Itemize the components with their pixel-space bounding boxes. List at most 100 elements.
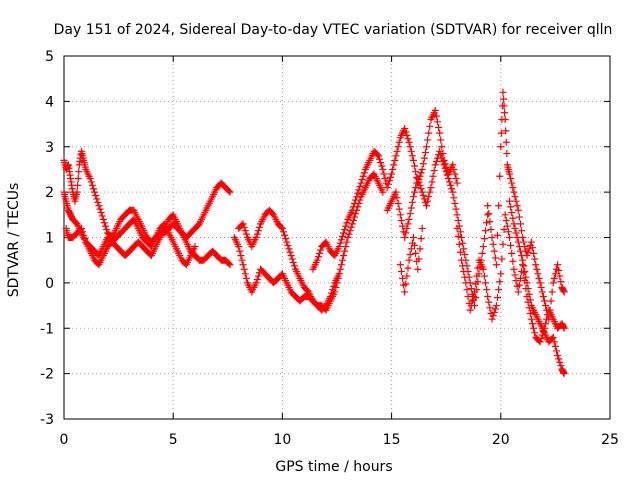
data-point <box>491 254 499 262</box>
series-track-i <box>453 211 568 346</box>
data-point <box>527 315 535 323</box>
data-point <box>449 161 457 169</box>
data-point <box>283 238 291 246</box>
x-tick-label: 10 <box>273 432 291 448</box>
data-point <box>554 351 562 359</box>
data-point <box>391 156 399 164</box>
data-point <box>560 324 568 332</box>
data-point <box>496 172 504 180</box>
data-point <box>421 148 429 156</box>
data-point <box>554 261 562 269</box>
series-track-h <box>396 224 426 296</box>
data-point <box>424 197 432 205</box>
data-point <box>485 298 493 306</box>
data-point <box>510 188 518 196</box>
data-point <box>242 274 250 282</box>
series-track-k <box>506 197 568 378</box>
data-point <box>404 135 412 143</box>
data-point <box>191 243 199 251</box>
data-point <box>506 170 514 178</box>
data-point <box>502 138 510 146</box>
data-point <box>520 269 528 277</box>
data-point <box>98 212 106 220</box>
data-point <box>431 106 439 114</box>
data-point <box>518 227 526 235</box>
data-point <box>548 288 556 296</box>
data-point <box>282 235 290 243</box>
data-point <box>408 198 416 206</box>
data-point <box>424 136 432 144</box>
data-point <box>432 112 440 120</box>
data-point <box>507 175 515 183</box>
data-point <box>418 224 426 232</box>
data-point <box>405 215 413 223</box>
y-tick-label: 2 <box>45 185 54 201</box>
data-point <box>501 211 509 219</box>
data-point <box>441 164 449 172</box>
data-point <box>395 138 403 146</box>
data-point <box>335 243 343 251</box>
data-point <box>414 265 422 273</box>
data-point <box>419 192 427 200</box>
data-point <box>472 280 480 288</box>
data-point <box>343 219 351 227</box>
data-point <box>81 235 89 243</box>
data-point <box>450 165 458 173</box>
data-point <box>512 197 520 205</box>
data-point <box>509 184 517 192</box>
data-point <box>239 220 247 228</box>
y-tick-label: 3 <box>45 140 54 156</box>
data-point <box>485 210 493 218</box>
data-point <box>254 272 262 280</box>
data-point <box>550 274 558 282</box>
data-point <box>453 224 461 232</box>
data-point <box>409 156 417 164</box>
y-tick-label: 5 <box>45 49 54 65</box>
data-point <box>431 161 439 169</box>
data-point <box>437 136 445 144</box>
data-point <box>356 182 364 190</box>
data-point <box>519 256 527 264</box>
data-point <box>502 216 510 224</box>
data-point <box>415 255 423 263</box>
data-point <box>454 232 462 240</box>
data-point <box>405 256 413 264</box>
data-point <box>479 243 487 251</box>
data-point <box>525 245 533 253</box>
data-point <box>479 265 487 273</box>
data-point <box>95 202 103 210</box>
data-point <box>225 187 233 195</box>
data-point <box>253 230 261 238</box>
data-point <box>480 272 488 280</box>
data-point <box>343 238 351 246</box>
data-point <box>385 177 393 185</box>
data-point <box>437 151 445 159</box>
data-point <box>497 270 505 278</box>
data-point <box>360 169 368 177</box>
data-point <box>511 271 519 279</box>
data-point <box>515 213 523 221</box>
data-point <box>456 248 464 256</box>
x-tick-label: 15 <box>383 432 401 448</box>
data-point <box>425 129 433 137</box>
data-point <box>514 238 522 246</box>
data-point <box>483 219 491 227</box>
data-point <box>392 152 400 160</box>
data-point <box>86 175 94 183</box>
data-point <box>340 252 348 260</box>
data-point <box>460 268 468 276</box>
data-point <box>498 255 506 263</box>
data-point <box>448 185 456 193</box>
data-point <box>538 288 546 296</box>
data-point <box>393 194 401 202</box>
data-point <box>512 277 520 285</box>
data-point <box>455 240 463 248</box>
data-point <box>94 198 102 206</box>
data-point <box>401 234 409 241</box>
data-point <box>236 247 244 255</box>
data-point <box>482 227 490 235</box>
data-point <box>457 256 465 264</box>
data-point <box>461 273 469 281</box>
series-track-b <box>60 188 234 269</box>
data-point <box>432 157 440 165</box>
